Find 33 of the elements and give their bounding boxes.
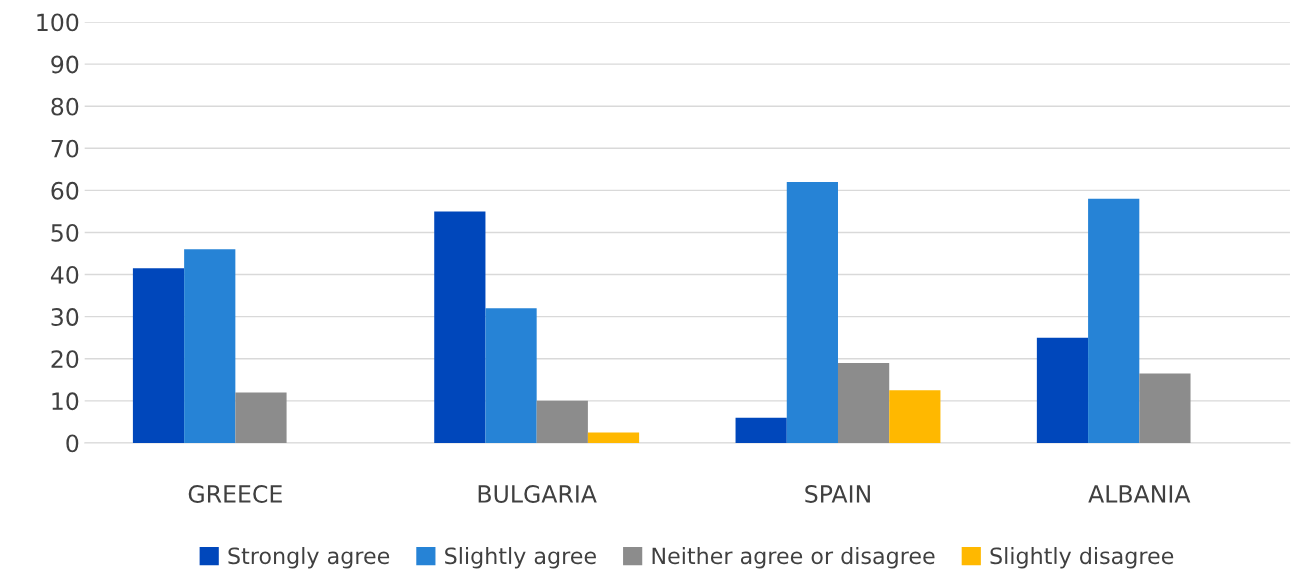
y-tick-label: 60 [51,181,79,200]
y-tick-label: 90 [51,55,79,74]
bar [1088,198,1140,443]
y-tick-label: 30 [51,308,79,326]
y-tick-label: 70 [51,139,79,158]
x-tick-label: SPAIN [805,485,870,503]
bar [837,362,890,443]
y-tick-label: 50 [51,223,79,242]
bar [735,417,787,443]
bar [786,181,838,443]
bar [889,390,941,443]
y-tick-label: 10 [52,392,79,411]
x-tick-label: ALBANIA [1088,485,1191,503]
bar [536,400,588,443]
bar [132,268,185,443]
y-tick-label: 80 [51,97,79,116]
legend-label: Neither agree or disagree [652,547,935,569]
bar [184,249,236,443]
bar [587,432,640,443]
x-tick-label: GREECE [188,485,282,503]
bar [485,308,537,443]
y-tick-label: 40 [50,266,79,284]
bar [434,211,486,443]
legend-label: Slightly agree [445,547,596,569]
bar [1036,337,1089,443]
y-tick-label: 20 [51,350,79,369]
bar [235,392,287,443]
legend-label: Slightly disagree [990,547,1174,569]
legend-label: Strongly agree [228,547,390,569]
bar [1139,373,1191,443]
y-tick-label: 0 [66,434,79,453]
y-tick-label: 100 [37,13,79,32]
x-tick-label: BULGARIA [478,485,597,503]
